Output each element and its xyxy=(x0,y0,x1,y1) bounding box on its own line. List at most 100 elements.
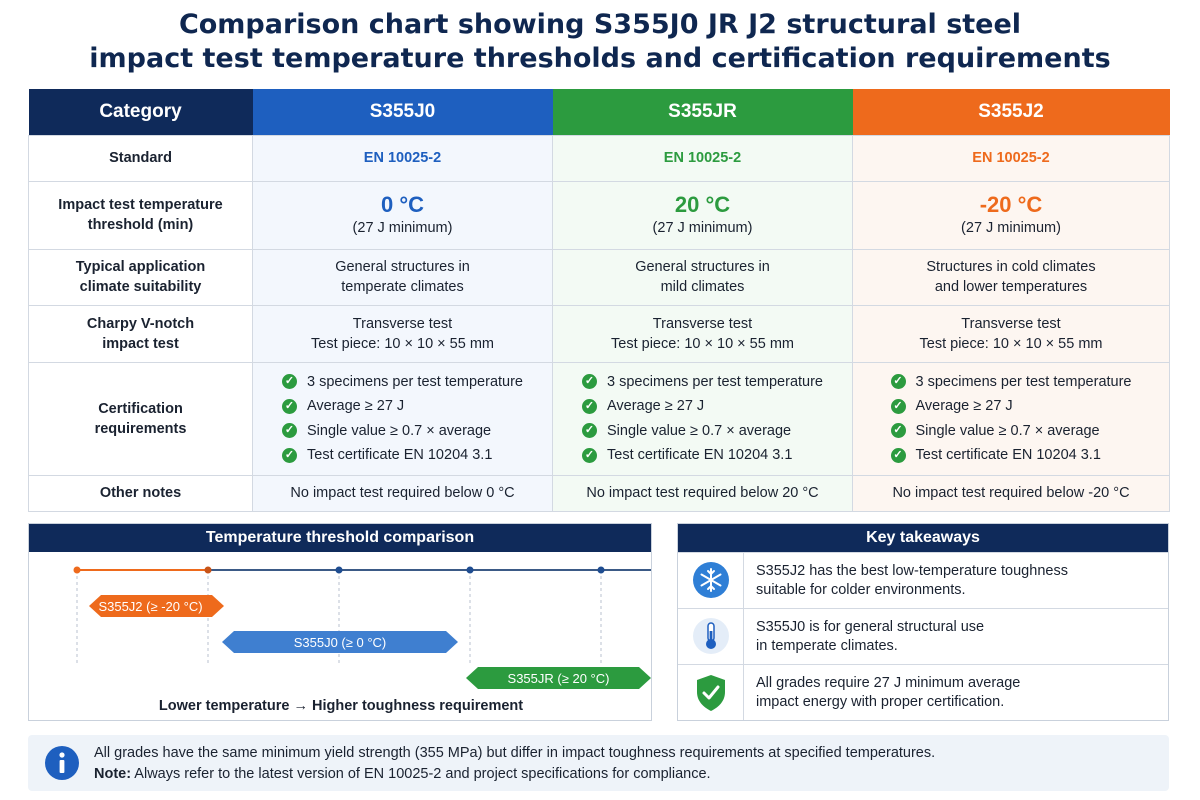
row-label-line: Charpy V-notch xyxy=(86,315,195,332)
takeaway-icon-box xyxy=(678,609,744,664)
takeaway-row: S355J2 has the best low-temperature toug… xyxy=(678,552,1168,608)
certification-text: 3 specimens per test temperature xyxy=(307,373,523,390)
cell-line: Transverse test xyxy=(652,315,753,332)
table-header-row: Category S355J0 S355JR S355J2 xyxy=(28,89,1170,135)
temperature-comparison-panel: Temperature threshold comparison -40 °C-… xyxy=(28,523,652,721)
tick-marker xyxy=(204,566,212,574)
check-circle-icon: ✓ xyxy=(282,374,297,390)
takeaway-icon-box xyxy=(678,553,744,608)
takeaway-icon-box xyxy=(678,665,744,720)
header-s355j0: S355J0 xyxy=(252,89,553,135)
shield-check-icon xyxy=(697,675,725,711)
cell-line: Transverse test xyxy=(352,315,453,332)
row-label-line: threshold (min) xyxy=(87,217,194,233)
temperature-comparison-heading: Temperature threshold comparison xyxy=(29,524,651,552)
threshold-label: S355J2 (≥ -20 °C) xyxy=(98,599,202,614)
row-label-line: Certification xyxy=(98,400,183,417)
certification-item: ✓ Average ≥ 27 J xyxy=(582,394,823,419)
takeaway-line: All grades require 27 J minimum average xyxy=(756,675,1021,691)
snowflake-icon xyxy=(693,562,729,598)
standard-s355jr: EN 10025-2 xyxy=(552,134,853,182)
row-label-notes: Other notes xyxy=(28,474,253,512)
threshold-s355jr: 20 °C (27 J minimum) xyxy=(552,180,853,250)
charpy-s355j2: Transverse test Test piece: 10 × 10 × 55… xyxy=(852,304,1170,363)
certification-item: ✓ Single value ≥ 0.7 × average xyxy=(282,419,523,444)
info-note-text: Always refer to the latest version of EN… xyxy=(134,766,711,782)
certification-text: Test certificate EN 10204 3.1 xyxy=(307,447,493,464)
key-takeaways-heading: Key takeaways xyxy=(678,524,1168,552)
certification-text: Single value ≥ 0.7 × average xyxy=(307,422,492,439)
standard-s355j0: EN 10025-2 xyxy=(252,134,553,182)
check-circle-icon: ✓ xyxy=(282,447,297,463)
standard-s355j2: EN 10025-2 xyxy=(852,134,1170,182)
certification-s355j0: ✓ 3 specimens per test temperature ✓ Avera… xyxy=(252,361,553,476)
certification-item: ✓ 3 specimens per test temperature xyxy=(890,370,1132,395)
check-circle-icon: ✓ xyxy=(582,374,597,390)
title-line-1: Comparison chart showing S355J0 JR J2 st… xyxy=(178,9,1022,40)
takeaway-row: S355J0 is for general structural use in … xyxy=(678,608,1168,664)
application-s355j0: General structures in temperate climates xyxy=(252,248,553,306)
takeaway-line: suitable for colder environments. xyxy=(756,582,966,598)
certification-item: ✓ Test certificate EN 10204 3.1 xyxy=(582,443,823,468)
check-circle-icon: ✓ xyxy=(890,398,906,414)
temperature-caption: Lower temperature → Higher toughness req… xyxy=(159,698,523,714)
cell-line: and lower temperatures xyxy=(934,279,1088,295)
certification-text: Test certificate EN 10204 3.1 xyxy=(915,447,1101,464)
tick-marker xyxy=(335,566,343,574)
takeaway-text: S355J0 is for general structural use in … xyxy=(756,618,984,656)
certification-list: ✓ 3 specimens per test temperature ✓ Avera… xyxy=(282,370,523,468)
application-s355j2: Structures in cold climates and lower te… xyxy=(852,248,1170,306)
check-circle-icon: ✓ xyxy=(582,423,597,439)
table-row-certification: Certification requirements ✓ 3 specimens … xyxy=(28,361,1170,476)
check-circle-icon: ✓ xyxy=(890,423,906,439)
certification-item: ✓ Test certificate EN 10204 3.1 xyxy=(282,443,523,468)
cell-line: General structures in xyxy=(335,259,470,275)
cell-line: Transverse test xyxy=(961,315,1061,332)
certification-s355j2: ✓ 3 specimens per test temperature ✓ Avera… xyxy=(852,361,1170,476)
takeaway-line: S355J0 is for general structural use xyxy=(756,619,985,635)
certification-text: Single value ≥ 0.7 × average xyxy=(607,422,792,439)
header-category: Category xyxy=(28,89,253,135)
notes-s355jr: No impact test required below 20 °C xyxy=(552,474,853,512)
takeaway-text: All grades require 27 J minimum average … xyxy=(756,674,1020,712)
takeaway-line: in temperate climates. xyxy=(756,638,898,654)
cell-line: mild climates xyxy=(660,279,745,295)
certification-text: 3 specimens per test temperature xyxy=(607,373,823,390)
comparison-table: Category S355J0 S355JR S355J2 Standard E… xyxy=(28,89,1170,512)
certification-item: ✓ Average ≥ 27 J xyxy=(282,394,523,419)
temperature-threshold-diagram: -40 °C-20 °C0 °C20 °C40 °CS355J2 (≥ -20 … xyxy=(65,539,651,714)
info-line-2: Note: Always refer to the latest version… xyxy=(94,764,935,785)
threshold-energy: (27 J minimum) xyxy=(961,220,1061,236)
table-row-charpy: Charpy V-notch impact test Transverse te… xyxy=(28,304,1170,363)
certification-item: ✓ Average ≥ 27 J xyxy=(890,394,1132,419)
header-s355jr: S355JR xyxy=(552,89,853,135)
certification-list: ✓ 3 specimens per test temperature ✓ Avera… xyxy=(582,370,823,468)
info-icon xyxy=(45,746,79,780)
threshold-temp: -20 °C xyxy=(979,192,1043,217)
certification-item: ✓ Single value ≥ 0.7 × average xyxy=(582,419,823,444)
row-label-charpy: Charpy V-notch impact test xyxy=(28,304,253,363)
header-s355j2: S355J2 xyxy=(852,89,1170,135)
check-circle-icon: ✓ xyxy=(582,447,597,463)
row-label-line: climate suitability xyxy=(79,279,202,295)
threshold-label: S355J0 (≥ 0 °C) xyxy=(294,635,387,650)
check-circle-icon: ✓ xyxy=(890,447,906,463)
certification-text: Average ≥ 27 J xyxy=(607,398,705,415)
row-label-standard: Standard xyxy=(28,134,253,182)
takeaway-line: impact energy with proper certification. xyxy=(756,694,1005,710)
threshold-temp: 0 °C xyxy=(380,192,425,217)
certification-text: 3 specimens per test temperature xyxy=(915,373,1132,390)
cell-line: Test piece: 10 × 10 × 55 mm xyxy=(311,335,494,352)
certification-s355jr: ✓ 3 specimens per test temperature ✓ Avera… xyxy=(552,361,853,476)
certification-list: ✓ 3 specimens per test temperature ✓ Avera… xyxy=(890,370,1132,468)
cell-line: Structures in cold climates xyxy=(926,259,1096,275)
charpy-s355j0: Transverse test Test piece: 10 × 10 × 55… xyxy=(252,304,553,363)
info-line-1: All grades have the same minimum yield s… xyxy=(94,745,936,761)
thermometer-icon xyxy=(693,618,729,654)
row-label-threshold: Impact test temperature threshold (min) xyxy=(28,180,253,250)
key-takeaways-panel: Key takeaways S355J2 has the best low-te… xyxy=(677,523,1169,721)
check-circle-icon: ✓ xyxy=(282,423,297,439)
threshold-arrow xyxy=(466,667,651,689)
table-row-application: Typical application climate suitability … xyxy=(28,248,1170,306)
threshold-s355j2: -20 °C (27 J minimum) xyxy=(852,180,1170,250)
